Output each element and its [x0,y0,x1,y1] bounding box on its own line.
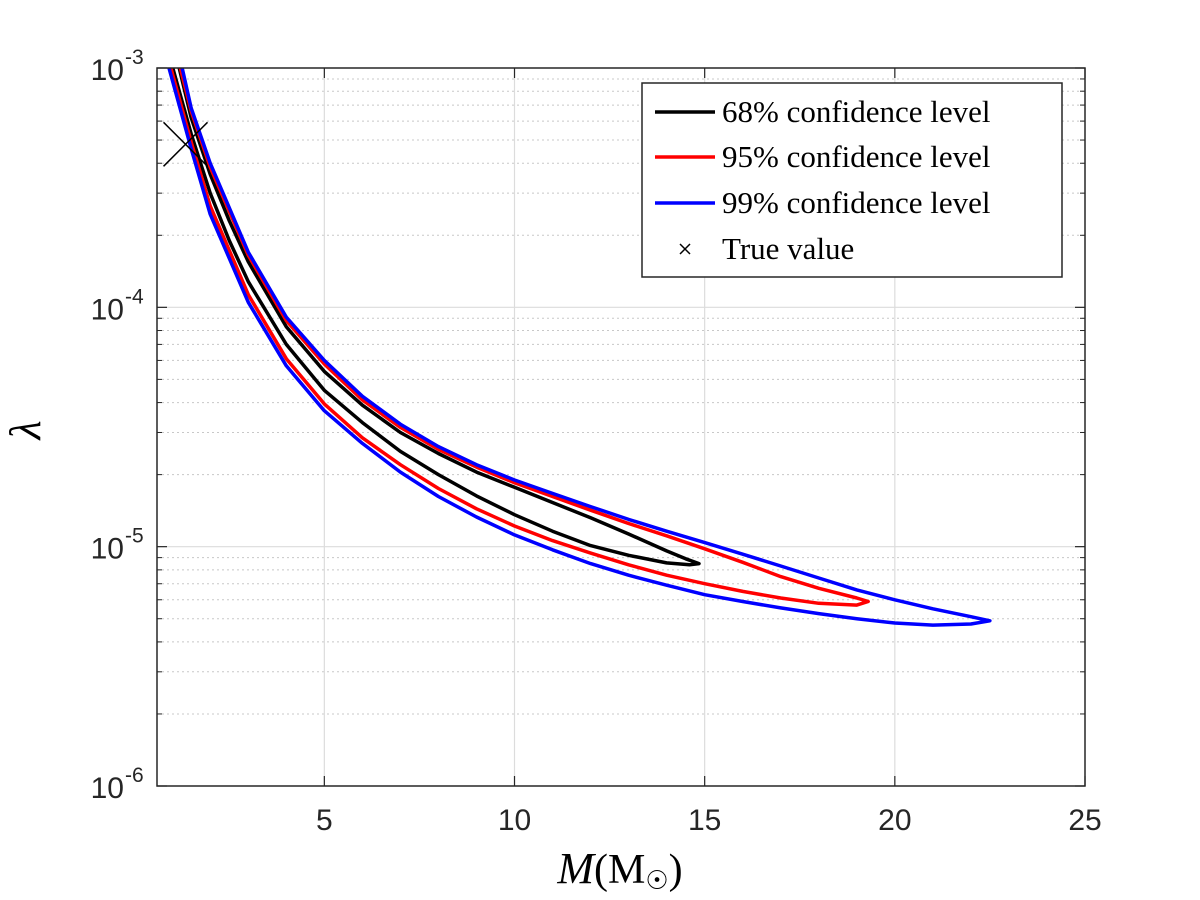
legend: 68% confidence level 95% confidence level… [641,82,1063,278]
axis-ticks [157,67,1086,787]
major-grid [157,68,1085,786]
legend-label: 99% confidence level [722,185,991,220]
axes-box [156,67,1086,787]
x-axis-label-sub: ☉ [645,866,668,895]
legend-label: 95% confidence level [722,139,991,174]
x-tick-label: 20 [878,804,911,837]
marker-layer [162,121,209,167]
y-tick-exponent: -3 [125,46,144,69]
y-axis-label: λ [1,420,50,441]
legend-label: True value [722,231,854,266]
y-tick-label: 10 [91,772,124,805]
y-tick-label: 10 [91,293,124,326]
x-tick-label: 10 [498,804,531,837]
series-line [169,68,870,607]
x-tick-label: 15 [688,804,721,837]
y-tick-labels: 10-310-410-510-6 [91,46,144,805]
legend-label: 68% confidence level [722,94,991,129]
series-line [170,68,701,567]
series-layer [167,68,992,627]
x-axis-label-close: ) [669,847,683,893]
x-tick-label: 25 [1068,804,1101,837]
y-tick-label: 10 [91,533,124,566]
y-tick-label: 10 [91,54,124,87]
y-tick-exponent: -4 [125,285,144,308]
true-value-marker [162,121,209,167]
x-tick-label: 5 [316,804,333,837]
x-axis-label-open: ( [594,847,608,893]
legend-entries: 68% confidence level 95% confidence level… [655,94,991,266]
series-line [167,68,992,627]
x-axis-label: M(M☉) [556,844,682,895]
x-axis-label-unit: M [608,847,645,893]
y-tick-exponent: -5 [125,525,144,548]
legend-box [641,82,1063,278]
legend-marker [679,243,691,255]
x-axis-label-symbol: M [556,844,596,893]
y-tick-exponent: -6 [125,764,144,787]
x-tick-labels: 5 10 15 20 25 [316,804,1102,837]
